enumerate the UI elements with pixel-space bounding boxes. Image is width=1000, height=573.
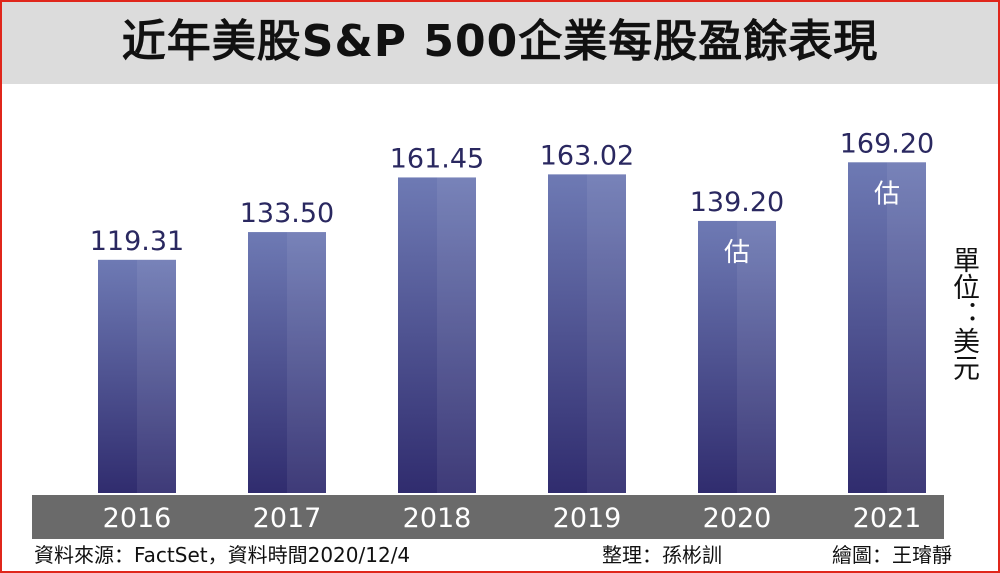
bar-2018 [398, 177, 476, 493]
bar-value-label-2019: 163.02 [540, 140, 634, 171]
chart-title: 近年美股S&P 500企業每股盈餘表現 [121, 16, 879, 67]
x-tick-label-2017: 2017 [253, 503, 322, 534]
bar-2019 [548, 174, 626, 493]
bar-sheen-2019 [587, 174, 626, 493]
x-axis-band [32, 495, 944, 539]
bar-value-label-2018: 161.45 [390, 143, 484, 174]
bar-sheen-2016 [137, 259, 176, 493]
x-tick-label-2016: 2016 [103, 503, 172, 534]
bar-value-label-2016: 119.31 [90, 226, 184, 257]
bar-value-label-2021: 169.20 [840, 128, 934, 159]
bar-sheen-2018 [437, 177, 476, 493]
bar-value-label-2017: 133.50 [240, 198, 334, 229]
bar-2020 [698, 220, 776, 493]
unit-label: 單位：美元 [948, 246, 979, 381]
x-tick-label-2020: 2020 [703, 503, 772, 534]
estimate-label-2021: 估 [874, 179, 900, 209]
bar-2017 [248, 232, 326, 493]
bar-2021 [848, 162, 926, 494]
x-tick-label-2021: 2021 [853, 503, 922, 534]
bar-value-label-2020: 139.20 [690, 187, 784, 218]
source-note: 資料來源：FactSet，資料時間2020/12/4 [34, 543, 411, 567]
illustrator-credit: 繪圖：王璿靜 [832, 543, 952, 567]
bar-sheen-2021 [887, 162, 926, 494]
bar-2016 [98, 259, 176, 493]
x-tick-label-2019: 2019 [553, 503, 622, 534]
bar-sheen-2017 [287, 232, 326, 493]
estimate-label-2020: 估 [724, 238, 750, 268]
editor-credit: 整理：孫彬訓 [602, 543, 722, 567]
title-band [2, 2, 998, 84]
bar-sheen-2020 [737, 220, 776, 493]
x-tick-label-2018: 2018 [403, 503, 472, 534]
